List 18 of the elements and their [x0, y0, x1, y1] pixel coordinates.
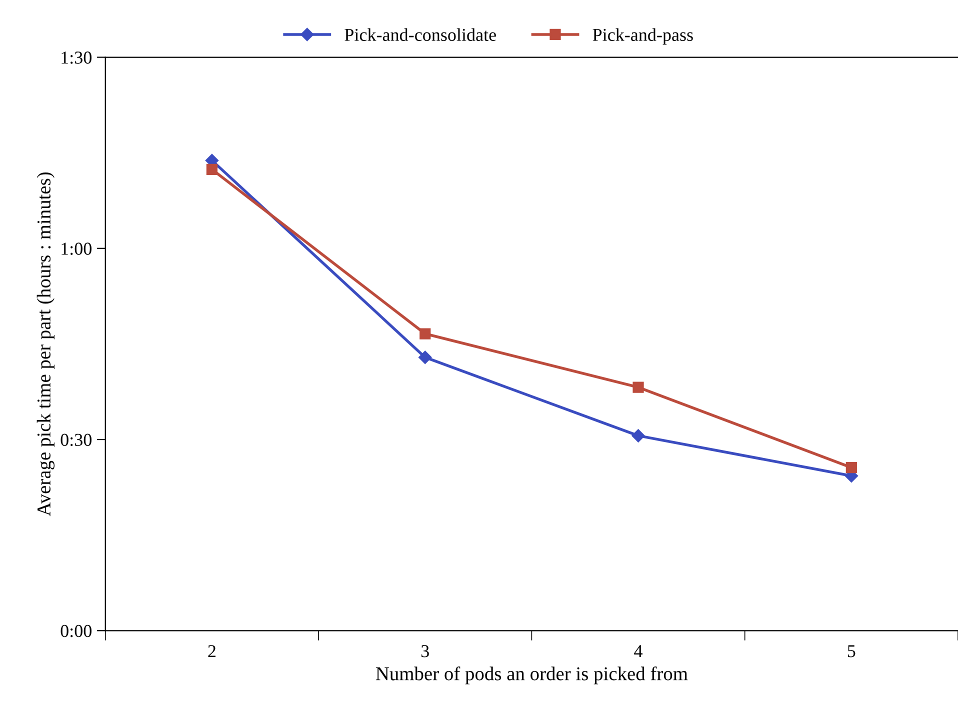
point	[206, 164, 218, 175]
x-tick-label: 3	[421, 645, 429, 658]
point	[846, 462, 857, 474]
y-tick-label: 1:00	[62, 242, 92, 255]
point	[632, 429, 645, 442]
point	[418, 350, 432, 364]
legend-label: Pick-and-pass	[592, 28, 693, 45]
x-tick-label: 5	[848, 645, 856, 658]
y-tick-label: 1:30	[62, 52, 92, 64]
y-axis-title: Average pick time per part (hours : minutes)	[36, 172, 55, 516]
y-tick-label: 0:30	[60, 434, 92, 446]
x-tick-label: 2	[208, 645, 216, 658]
y-tick-label: 0:00	[60, 624, 92, 638]
point	[420, 328, 431, 340]
point	[632, 382, 644, 393]
legend-label: Pick-and-consolidate	[344, 28, 496, 41]
x-tick-label: 4	[634, 645, 642, 658]
x-axis-title: Number of pods an order is picked from	[376, 666, 688, 684]
